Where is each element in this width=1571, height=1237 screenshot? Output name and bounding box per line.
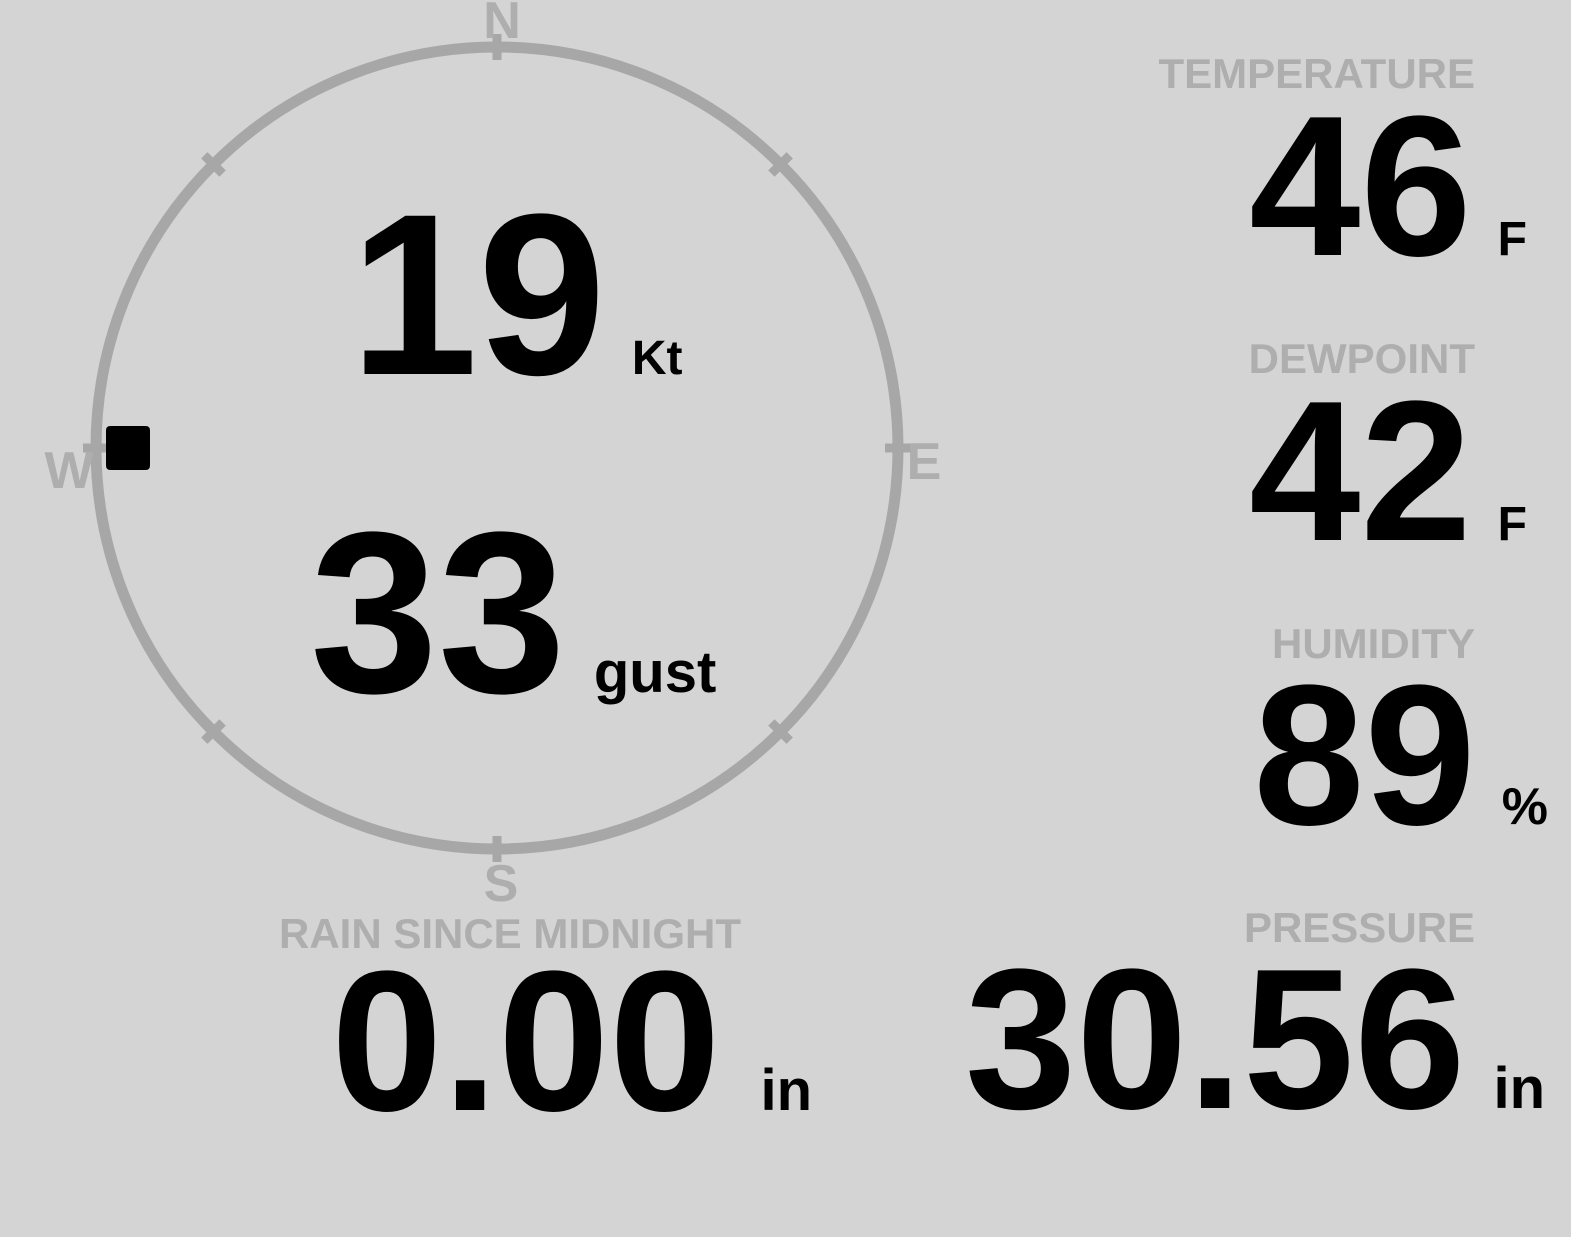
compass-tick-ne [768, 152, 793, 177]
wind-gust-unit: gust [593, 640, 717, 705]
compass-tick-nw [201, 152, 226, 177]
wind-gust-value: 33 [310, 484, 566, 741]
compass-tick-se [768, 719, 793, 744]
rain-value: 0.00 [331, 930, 721, 1153]
pressure-readout: 30.56 in [965, 940, 1545, 1140]
rain-readout: 0.00 in [331, 942, 812, 1142]
compass-tick-sw [201, 719, 226, 744]
wind-speed-unit: Kt [631, 332, 683, 385]
dewpoint-value: 42 [1249, 360, 1472, 583]
rain-label: RAIN SINCE MIDNIGHT [279, 910, 741, 957]
pressure-value: 30.56 [964, 928, 1466, 1151]
temperature-label: TEMPERATURE [1158, 50, 1475, 97]
humidity-readout: 89 % [1253, 656, 1548, 856]
humidity-unit: % [1501, 778, 1548, 836]
temperature-unit: F [1497, 213, 1527, 266]
dewpoint-readout: 42 F [1249, 372, 1527, 572]
compass-label-north: N [483, 0, 521, 50]
humidity-value: 89 [1253, 644, 1476, 867]
temperature-readout: 46 F [1249, 87, 1527, 287]
pressure-label: PRESSURE [1243, 904, 1475, 951]
compass-ticks [83, 34, 911, 862]
dewpoint-unit: F [1497, 498, 1527, 551]
wind-speed-value: 19 [350, 166, 606, 423]
humidity-label: HUMIDITY [1272, 620, 1475, 667]
wind-gust-readout: 33 gust [310, 498, 716, 728]
compass-label-west: W [44, 442, 94, 500]
dewpoint-label: DEWPOINT [1248, 335, 1475, 382]
compass-label-east: E [906, 433, 942, 491]
temperature-value: 46 [1249, 75, 1472, 298]
wind-speed-readout: 19 Kt [350, 180, 683, 410]
wind-direction-marker [106, 426, 150, 470]
compass-label-south: S [483, 855, 519, 913]
pressure-unit: in [1493, 1056, 1545, 1121]
rain-unit: in [760, 1058, 812, 1123]
